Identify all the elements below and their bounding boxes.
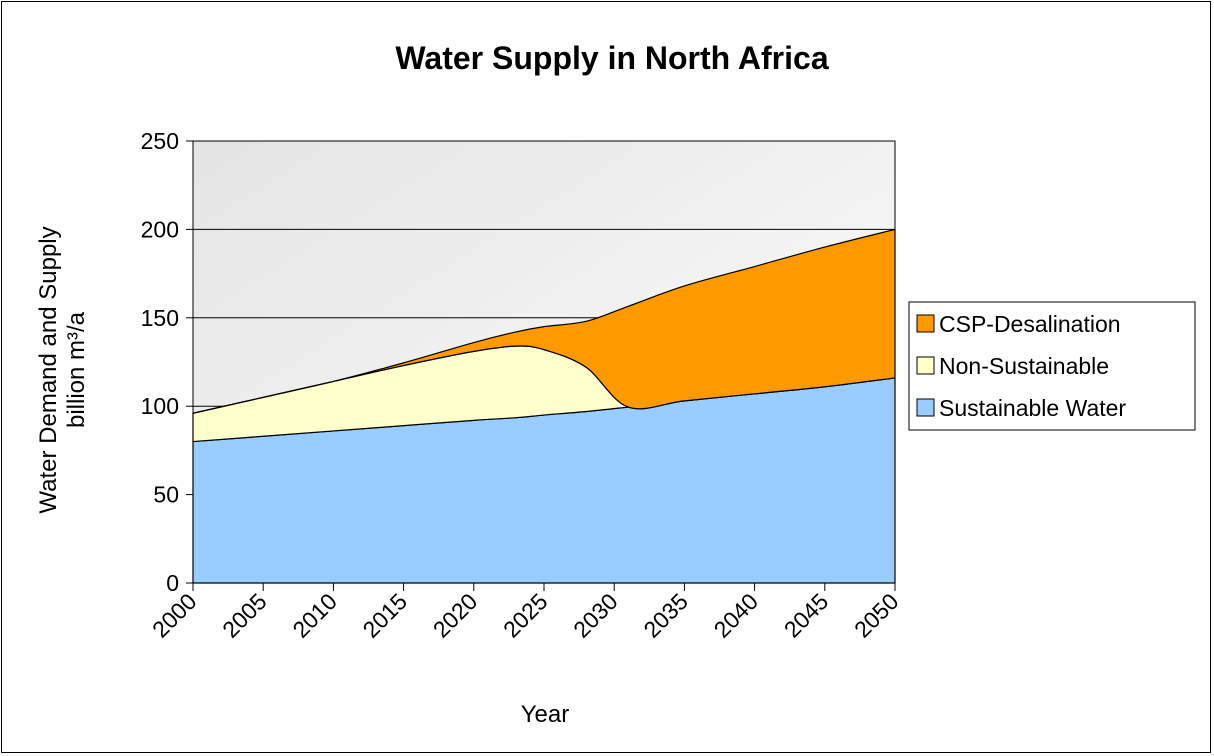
y-tick-label-50: 50	[153, 482, 179, 508]
legend-swatch-csp-desalination	[916, 314, 935, 333]
legend-label-csp-desalination: CSP-Desalination	[939, 311, 1121, 337]
x-tick-label-2025: 2025	[498, 588, 553, 643]
x-tick-label-2020: 2020	[428, 588, 483, 643]
y-tick-label-150: 150	[141, 305, 179, 331]
legend-label-sustainable-water: Sustainable Water	[939, 395, 1126, 421]
y-tick-label-100: 100	[141, 393, 179, 419]
area-csp-desalination	[192, 228, 896, 414]
x-axis-title: Year	[521, 701, 570, 728]
x-tick-label-2005: 2005	[217, 588, 272, 643]
legend-label-non-sustainable: Non-Sustainable	[939, 353, 1109, 379]
chart-title: Water Supply in North Africa	[395, 40, 829, 76]
x-tick-label-2000: 2000	[147, 588, 202, 643]
x-tick-label-2030: 2030	[568, 588, 623, 643]
x-tick-label-2010: 2010	[287, 588, 342, 643]
x-tick-label-2015: 2015	[358, 588, 413, 643]
x-tick-label-2035: 2035	[638, 588, 693, 643]
x-tick-label-2040: 2040	[709, 588, 764, 643]
legend-swatch-non-sustainable	[916, 356, 935, 375]
y-axis-title-line1: Water Demand and Supply	[35, 226, 62, 513]
x-tick-label-2050: 2050	[849, 588, 904, 643]
legend-swatch-sustainable-water	[916, 398, 935, 417]
x-tick-label-2045: 2045	[779, 588, 834, 643]
legend-box	[908, 301, 1196, 431]
y-tick-label-250: 250	[141, 128, 179, 154]
y-tick-label-0: 0	[166, 570, 179, 596]
y-tick-label-200: 200	[141, 216, 179, 242]
y-axis-title-line2: billion m³/a	[63, 311, 90, 428]
